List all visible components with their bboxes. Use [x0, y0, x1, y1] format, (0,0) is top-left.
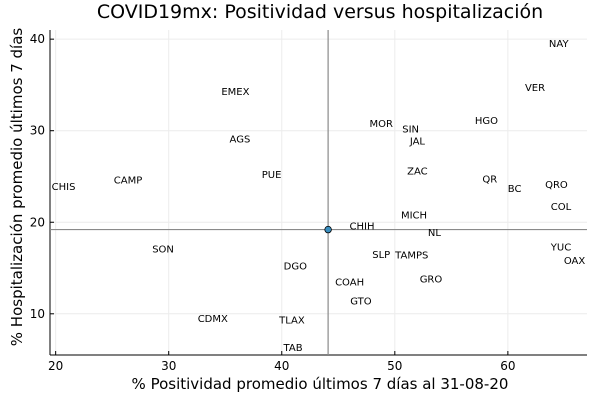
state-label-chih: CHIH: [350, 221, 375, 232]
state-label-tab: TAB: [283, 343, 303, 354]
y-axis-label: % Hospitalización promedio últimos 7 día…: [8, 28, 26, 347]
y-tick-label: 30: [30, 124, 45, 138]
state-label-mich: MICH: [401, 210, 427, 221]
x-axis-label: % Positividad promedio últimos 7 días al…: [132, 375, 509, 393]
state-label-jal: JAL: [409, 136, 426, 147]
state-label-qro: QRO: [545, 180, 568, 191]
state-label-oax: OAX: [564, 256, 586, 267]
x-tick-label: 50: [387, 359, 402, 373]
grid: [50, 30, 587, 355]
y-tick-label: 40: [30, 32, 45, 46]
state-label-sin: SIN: [402, 124, 419, 135]
state-label-pue: PUE: [262, 170, 282, 181]
x-tick-label: 20: [48, 359, 63, 373]
state-label-nay: NAY: [549, 39, 570, 50]
state-label-tamps: TAMPS: [394, 251, 428, 262]
state-label-cdmx: CDMX: [198, 314, 228, 325]
state-labels: NAY VER EMEX MOR SIN HGO AGS JAL ZAC PUE CAMP QR QRO…: [52, 39, 586, 354]
state-label-son: SON: [152, 244, 174, 255]
reference-point-layer: [324, 225, 332, 234]
state-label-ags: AGS: [230, 134, 251, 145]
x-tick-label: 30: [161, 359, 176, 373]
reference-lines: [50, 30, 587, 355]
state-label-col: COL: [551, 202, 572, 213]
state-label-tlax: TLAX: [278, 316, 305, 327]
state-label-emex: EMEX: [221, 87, 249, 98]
x-tick-label: 60: [500, 359, 515, 373]
state-label-slp: SLP: [372, 250, 390, 261]
chart-title: COVID19mx: Positividad versus hospitaliz…: [97, 1, 543, 23]
state-label-yuc: YUC: [550, 242, 571, 253]
state-label-chis: CHIS: [52, 182, 76, 193]
state-label-qr: QR: [482, 175, 497, 186]
state-label-zac: ZAC: [407, 166, 428, 177]
reference-point: [324, 225, 332, 234]
state-label-dgo: DGO: [284, 262, 307, 273]
state-label-coah: COAH: [335, 277, 364, 288]
state-label-mor: MOR: [370, 119, 393, 130]
state-label-bc: BC: [508, 184, 522, 195]
state-label-ver: VER: [525, 83, 545, 94]
state-label-nl: NL: [428, 228, 441, 239]
state-label-gro: GRO: [420, 275, 443, 286]
y-tick-label: 10: [30, 307, 45, 321]
state-label-hgo: HGO: [475, 116, 498, 127]
state-label-camp: CAMP: [114, 176, 142, 187]
axes: 20 30 40 50 60 10 20 30 40: [30, 30, 587, 373]
y-tick-label: 20: [30, 215, 45, 229]
x-tick-label: 40: [274, 359, 289, 373]
state-label-gto: GTO: [350, 296, 372, 307]
